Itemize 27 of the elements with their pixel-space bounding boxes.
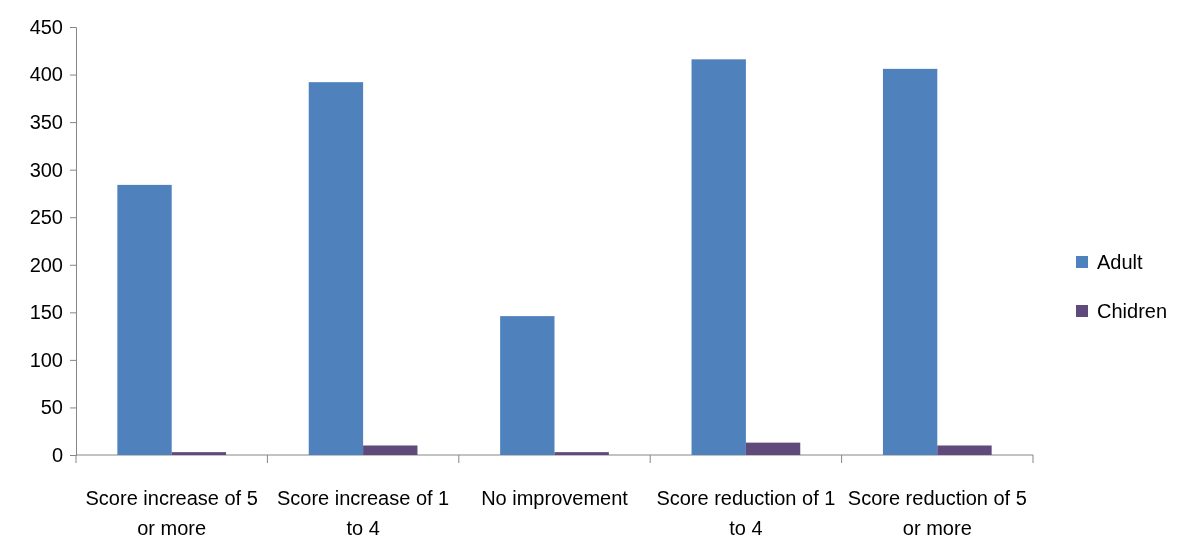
y-tick-label: 350 xyxy=(29,111,63,134)
bar xyxy=(554,452,609,455)
y-tick-label: 0 xyxy=(51,443,63,466)
y-tick-label: 450 xyxy=(29,15,63,38)
bar xyxy=(117,184,172,455)
x-tick-label: Score reduction of 1 to 4 xyxy=(656,487,836,539)
bar xyxy=(882,68,938,455)
x-tick-label: Score increase of 1 to 4 xyxy=(276,487,450,539)
bar xyxy=(937,445,992,455)
y-tick-label: 400 xyxy=(29,63,63,86)
legend-label: Adult xyxy=(1097,251,1144,273)
bar xyxy=(363,445,418,455)
x-tick-label: No improvement xyxy=(481,487,629,509)
y-tick-label: 50 xyxy=(40,396,63,419)
bar xyxy=(500,316,555,455)
bar xyxy=(691,59,746,455)
bar xyxy=(171,452,227,455)
y-tick-label: 300 xyxy=(29,158,63,181)
bar xyxy=(308,82,364,455)
y-tick-label: 250 xyxy=(29,206,63,229)
y-tick-label: 150 xyxy=(29,301,63,324)
legend-label: Chidren xyxy=(1097,300,1168,322)
bar xyxy=(745,442,801,455)
x-tick-label: Score increase of 5 or more xyxy=(85,487,258,539)
y-tick-label: 200 xyxy=(29,253,63,276)
x-tick-label: Score reduction of 5 or more xyxy=(847,487,1027,539)
y-tick-label: 100 xyxy=(29,348,63,371)
